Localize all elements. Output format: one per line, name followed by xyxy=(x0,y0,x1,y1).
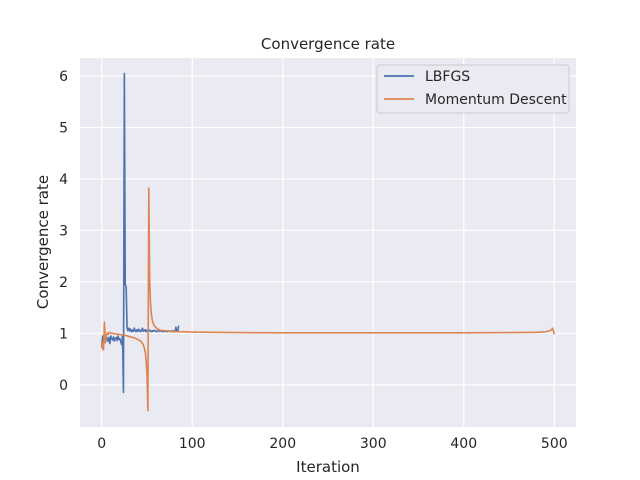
y-tick-label: 1 xyxy=(59,326,68,342)
y-tick-label: 2 xyxy=(59,275,68,291)
x-tick-label: 300 xyxy=(360,436,387,452)
chart-title: Convergence rate xyxy=(261,35,395,53)
x-tick-label: 200 xyxy=(269,436,296,452)
legend-box xyxy=(376,64,570,114)
y-tick-label: 3 xyxy=(59,223,68,239)
x-tick-label: 500 xyxy=(541,436,568,452)
x-tick-label: 400 xyxy=(450,436,477,452)
y-tick-label: 5 xyxy=(59,120,68,136)
legend: LBFGS Momentum Descent xyxy=(376,64,570,114)
legend-label-lbfgs: LBFGS xyxy=(425,69,470,85)
series-layer xyxy=(100,72,556,412)
y-tick-label: 0 xyxy=(59,378,68,394)
y-tick-label: 6 xyxy=(59,69,68,85)
legend-label-momentum-descent: Momentum Descent xyxy=(425,92,567,108)
y-axis-label: Convergence rate xyxy=(34,175,52,309)
x-tick-label: 100 xyxy=(179,436,206,452)
series-line-momentum-descent xyxy=(100,187,556,412)
x-axis-label: Iteration xyxy=(296,458,360,476)
grid-lines xyxy=(80,58,576,427)
tick-labels: 0 100 200 300 400 500 0 1 2 3 4 5 6 xyxy=(59,69,568,452)
plot-background xyxy=(80,58,576,427)
y-tick-label: 4 xyxy=(59,172,68,188)
x-tick-label: 0 xyxy=(97,436,106,452)
